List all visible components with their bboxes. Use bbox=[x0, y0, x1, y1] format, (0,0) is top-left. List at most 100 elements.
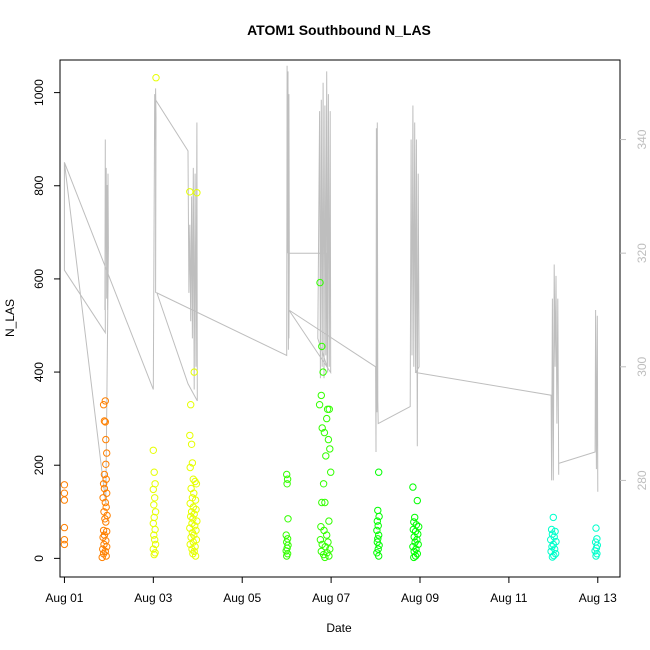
data-point bbox=[192, 505, 200, 514]
y-axis-label: N_LAS bbox=[3, 299, 17, 337]
data-point bbox=[409, 525, 417, 534]
data-point bbox=[374, 522, 382, 530]
data-point bbox=[99, 480, 108, 488]
data-point bbox=[192, 480, 201, 488]
data-point bbox=[187, 512, 195, 521]
data-point bbox=[319, 368, 327, 376]
data-point bbox=[410, 553, 418, 562]
data-point bbox=[193, 189, 201, 197]
data-point bbox=[99, 494, 107, 502]
data-point bbox=[101, 418, 110, 426]
data-point bbox=[102, 552, 110, 560]
data-point bbox=[325, 405, 333, 413]
data-point bbox=[411, 552, 420, 560]
data-point bbox=[325, 552, 333, 560]
points-layer bbox=[60, 74, 601, 562]
data-point bbox=[592, 524, 600, 532]
data-point bbox=[318, 424, 326, 432]
data-point bbox=[101, 515, 109, 523]
data-point bbox=[101, 498, 110, 507]
y2-tick-label: 340 bbox=[635, 129, 649, 149]
data-point bbox=[411, 513, 419, 522]
data-point bbox=[412, 545, 420, 553]
x-tick-label: Aug 13 bbox=[579, 591, 617, 605]
data-point bbox=[549, 513, 557, 522]
data-point bbox=[151, 536, 159, 544]
data-point bbox=[320, 428, 329, 437]
data-point bbox=[375, 531, 383, 539]
data-point bbox=[283, 480, 291, 488]
data-point bbox=[60, 523, 69, 532]
data-point bbox=[99, 545, 107, 553]
data-point bbox=[374, 545, 382, 553]
x-tick-label: Aug 05 bbox=[223, 591, 261, 605]
data-point bbox=[413, 536, 421, 544]
data-point bbox=[187, 401, 195, 409]
data-point bbox=[323, 531, 331, 539]
data-point bbox=[283, 552, 291, 560]
data-point bbox=[316, 536, 325, 544]
data-point bbox=[100, 484, 109, 493]
data-point bbox=[102, 518, 110, 526]
data-point bbox=[409, 483, 417, 491]
data-point bbox=[149, 485, 158, 494]
data-point bbox=[102, 503, 110, 511]
data-point bbox=[187, 440, 196, 448]
data-point bbox=[190, 368, 198, 376]
data-point bbox=[190, 489, 198, 497]
data-point bbox=[186, 431, 194, 440]
x-tick-label: Aug 01 bbox=[45, 591, 83, 605]
y2-tick-label: 300 bbox=[635, 356, 649, 376]
data-point bbox=[317, 391, 325, 400]
line-series-layer bbox=[63, 65, 599, 504]
data-point bbox=[375, 512, 383, 521]
data-point bbox=[150, 550, 158, 559]
data-point bbox=[101, 397, 110, 405]
y-tick-label: 200 bbox=[32, 455, 46, 475]
data-point bbox=[188, 545, 196, 553]
data-point bbox=[149, 519, 158, 528]
data-point bbox=[324, 435, 333, 444]
data-point bbox=[186, 188, 194, 196]
y-tick-label: 1000 bbox=[32, 79, 46, 106]
data-point bbox=[315, 401, 324, 409]
data-point bbox=[149, 446, 158, 454]
data-point bbox=[413, 496, 421, 505]
data-point bbox=[375, 552, 383, 560]
data-point bbox=[550, 551, 558, 560]
data-point bbox=[188, 459, 197, 467]
y-tick-label: 400 bbox=[32, 362, 46, 382]
y-tick-label: 0 bbox=[32, 555, 46, 562]
data-point bbox=[284, 515, 292, 523]
data-point bbox=[375, 541, 383, 549]
data-point bbox=[283, 475, 292, 483]
data-point bbox=[103, 489, 111, 497]
data-point bbox=[60, 489, 69, 497]
x-tick-label: Aug 03 bbox=[134, 591, 172, 605]
x-tick-label: Aug 07 bbox=[312, 591, 350, 605]
data-point bbox=[282, 531, 290, 539]
data-point bbox=[151, 494, 159, 502]
data-point bbox=[150, 531, 158, 539]
data-point bbox=[98, 553, 106, 562]
data-point bbox=[321, 553, 329, 562]
data-point bbox=[152, 74, 160, 82]
data-point bbox=[373, 517, 381, 525]
data-point bbox=[283, 470, 291, 479]
data-point bbox=[151, 540, 160, 549]
data-point bbox=[100, 470, 109, 479]
data-point bbox=[547, 525, 556, 534]
x-axis-label: Date bbox=[326, 621, 352, 635]
data-point bbox=[99, 526, 108, 535]
data-point bbox=[318, 498, 326, 507]
data-point bbox=[191, 496, 200, 504]
data-point bbox=[325, 517, 333, 525]
y2-tick-label: 320 bbox=[635, 243, 649, 263]
data-point bbox=[149, 545, 158, 553]
data-point bbox=[103, 527, 111, 536]
data-point bbox=[102, 460, 110, 468]
data-point bbox=[60, 536, 69, 544]
data-point bbox=[322, 452, 330, 460]
plot-area-border bbox=[59, 59, 621, 578]
